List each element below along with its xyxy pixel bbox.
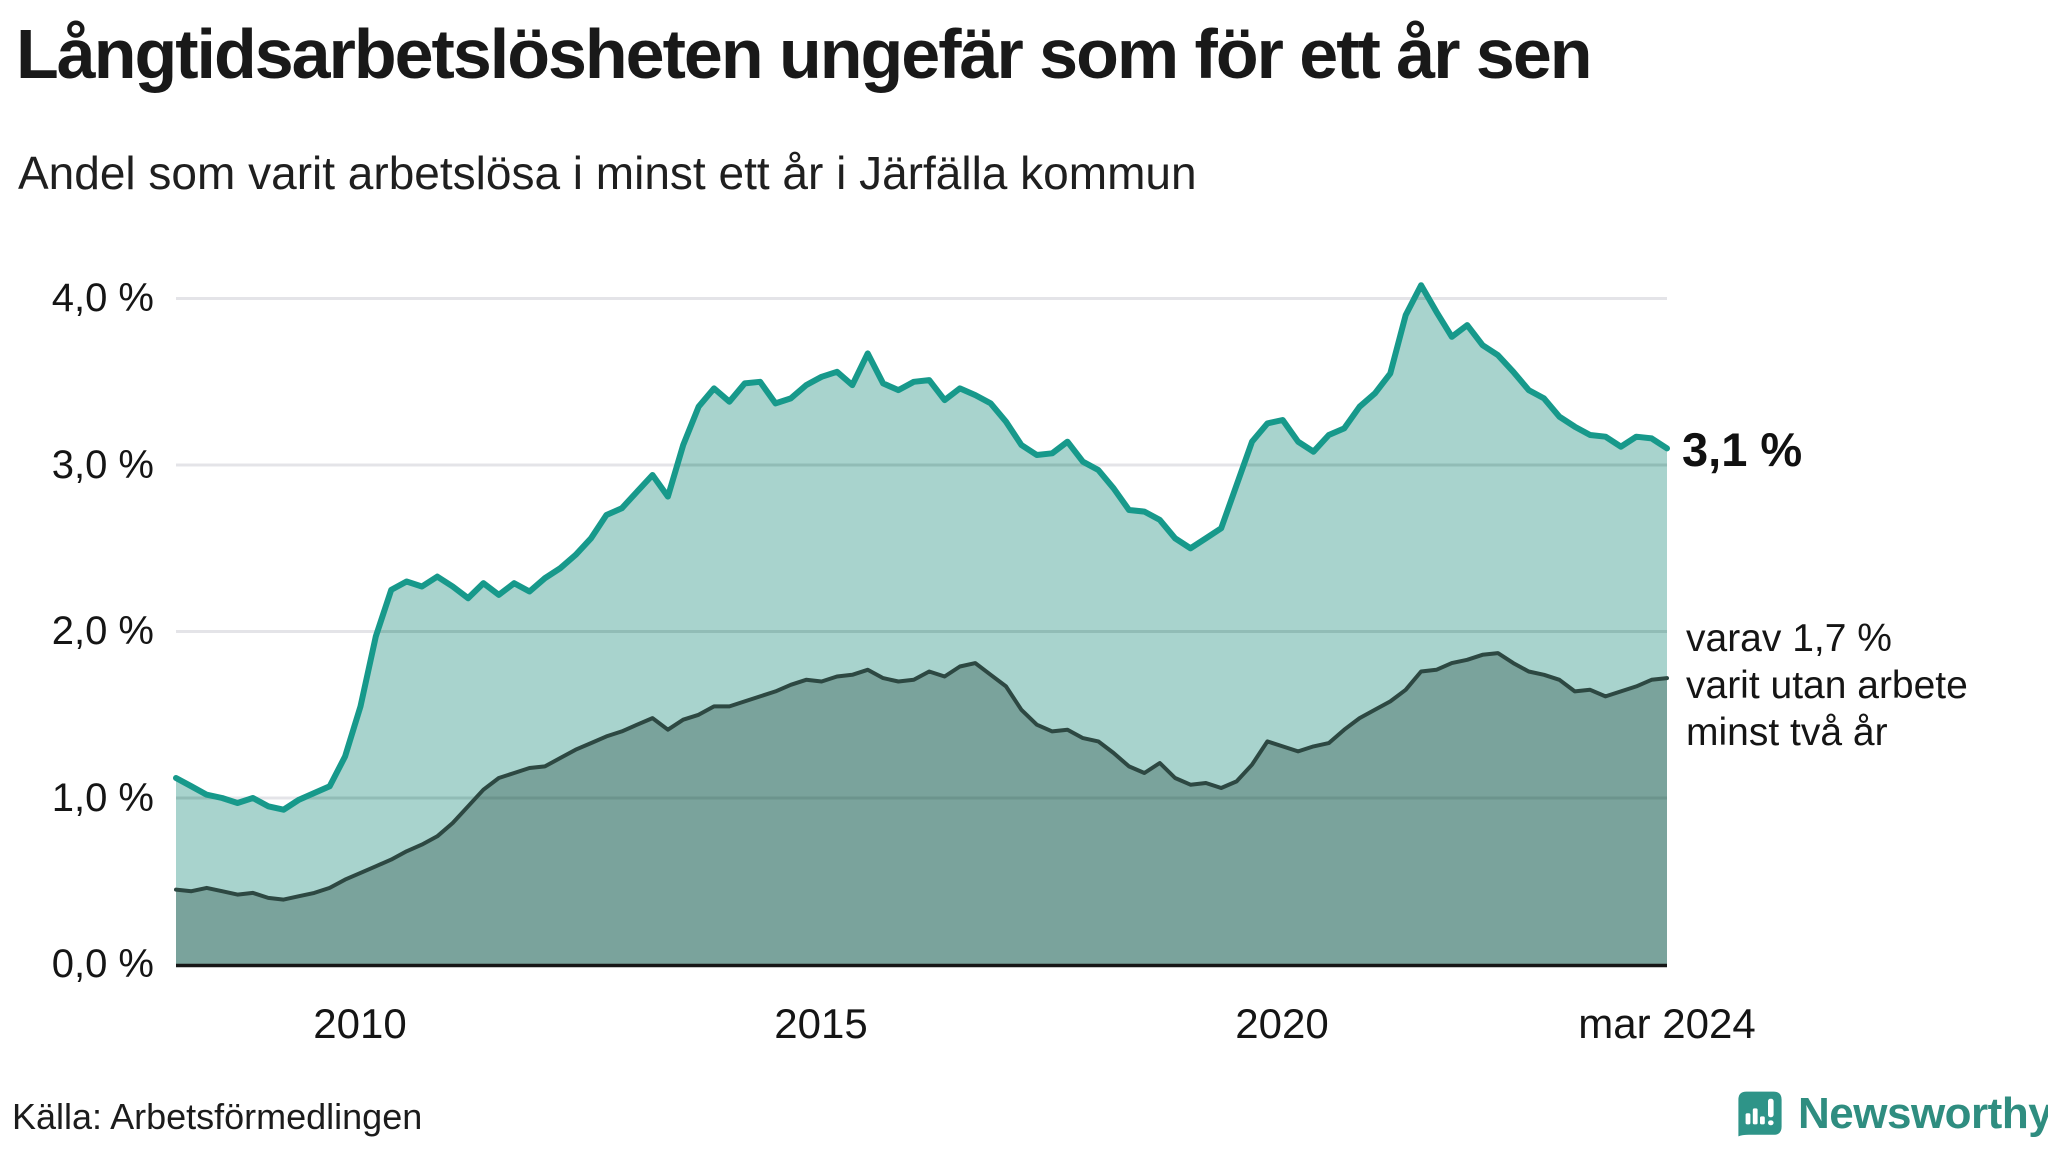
x-axis-tick-label: 2010 — [313, 1000, 407, 1047]
y-axis-tick-label: 2,0 % — [51, 609, 154, 653]
subset-annotation-line: varav 1,7 % — [1686, 617, 1892, 660]
y-axis-tick-label: 0,0 % — [51, 942, 154, 986]
subset-annotation-line: minst två år — [1686, 711, 1888, 754]
y-axis-tick-label: 1,0 % — [51, 776, 154, 820]
subset-annotation-line: varit utan arbete — [1686, 664, 1968, 707]
newsworthy-logo[interactable]: Newsworthy — [1736, 1088, 2048, 1140]
page-subtitle: Andel som varit arbetslösa i minst ett å… — [18, 147, 1197, 199]
y-axis-tick-label: 3,0 % — [51, 443, 154, 487]
subset-annotation: varav 1,7 % varit utan arbete minst två … — [1686, 615, 1968, 756]
newsworthy-logo-icon — [1738, 1091, 1782, 1137]
y-axis-tick-label: 4,0 % — [51, 276, 154, 320]
x-axis-tick-label: mar 2024 — [1578, 1000, 1756, 1047]
logo-bubble-shape — [1738, 1091, 1782, 1137]
logo-bar-chart-glyph — [1745, 1098, 1774, 1126]
x-axis-tick-label: 2015 — [774, 1000, 868, 1047]
page-title: Långtidsarbetslösheten ungefär som för e… — [16, 15, 1593, 93]
x-axis-tick-label: 2020 — [1235, 1000, 1329, 1047]
source-note: Källa: Arbetsförmedlingen — [12, 1096, 423, 1137]
newsworthy-wordmark: Newsworthy — [1798, 1089, 2048, 1138]
latest-value-label: 3,1 % — [1682, 423, 1803, 476]
